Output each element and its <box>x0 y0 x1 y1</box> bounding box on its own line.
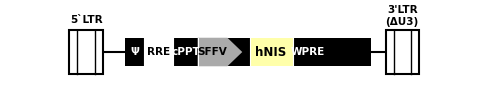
Text: 3'LTR
(ΔU3): 3'LTR (ΔU3) <box>385 5 419 27</box>
Text: 5`LTR: 5`LTR <box>70 15 102 25</box>
Polygon shape <box>198 38 242 66</box>
Bar <box>69 30 103 74</box>
Bar <box>250 38 292 66</box>
Bar <box>144 38 173 66</box>
Text: cPPT: cPPT <box>171 47 200 57</box>
Text: Ψ: Ψ <box>130 47 139 57</box>
Bar <box>292 38 322 66</box>
Text: hNIS: hNIS <box>255 46 287 59</box>
Bar <box>385 30 419 74</box>
Bar <box>125 38 144 66</box>
Bar <box>125 38 371 66</box>
Bar <box>173 38 198 66</box>
Text: WPRE: WPRE <box>290 47 324 57</box>
Text: SFFV: SFFV <box>198 47 228 57</box>
Text: RRE: RRE <box>147 47 170 57</box>
